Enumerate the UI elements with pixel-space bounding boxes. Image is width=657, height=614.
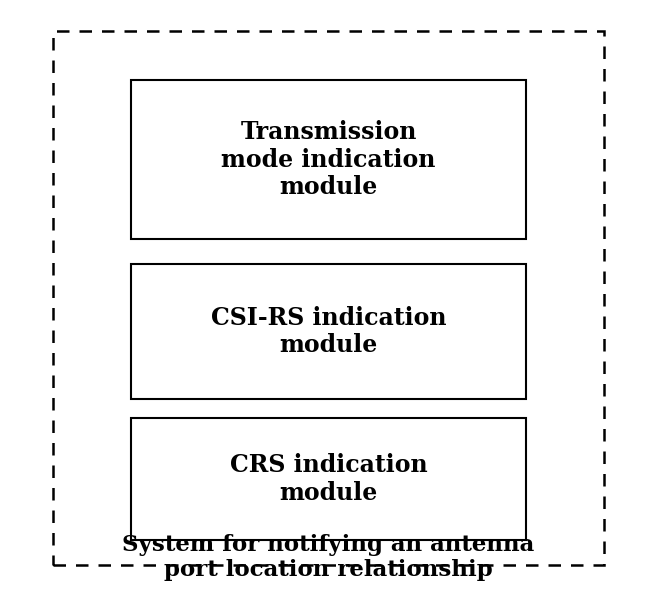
Text: Transmission
mode indication
module: Transmission mode indication module (221, 120, 436, 200)
Bar (131, 80, 526, 239)
Text: CSI-RS indication
module: CSI-RS indication module (211, 306, 446, 357)
Text: System for notifying an antenna
port location relationship: System for notifying an antenna port loc… (122, 534, 535, 581)
Bar (53, 31, 604, 565)
Bar (131, 264, 526, 399)
Text: CRS indication
module: CRS indication module (230, 453, 427, 505)
Bar (131, 418, 526, 540)
